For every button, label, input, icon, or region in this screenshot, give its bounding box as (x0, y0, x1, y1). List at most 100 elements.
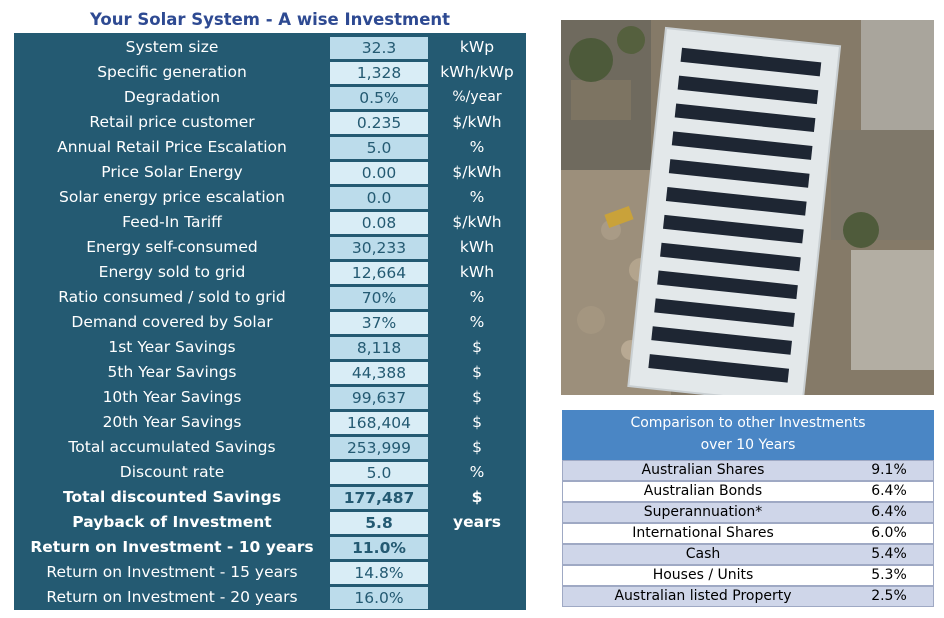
row-label: 20th Year Savings (102, 413, 242, 431)
comparison-title: Comparison to other Investments (630, 415, 866, 431)
row-value: 5.8 (330, 512, 428, 534)
row-unit (428, 560, 526, 585)
row-unit: % (469, 313, 485, 331)
aerial-photo-illustration (561, 20, 934, 395)
row-label: 10th Year Savings (102, 388, 242, 406)
row-value: 32.3 (330, 37, 428, 59)
row-label: 5th Year Savings (107, 363, 237, 381)
row-unit: kWh (459, 238, 495, 256)
row-value: 70% (330, 287, 428, 309)
row-value: 253,999 (330, 437, 428, 459)
investment-return: 6.0% (871, 525, 907, 541)
row-value: 0.5% (330, 87, 428, 109)
table-row: Payback of Investment 5.8 years (14, 510, 526, 535)
table-row: Degradation 0.5% %/year (14, 85, 526, 110)
investment-name: Australian Bonds (643, 483, 763, 499)
row-label: Feed-In Tariff (122, 213, 222, 231)
row-unit: $ (472, 388, 482, 406)
row-unit: $/kWh (452, 213, 502, 231)
comparison-row: Superannuation* 6.4% (562, 502, 934, 523)
table-row: 10th Year Savings 99,637 $ (14, 385, 526, 410)
comparison-row: Cash 5.4% (562, 544, 934, 565)
table-row: Return on Investment - 10 years 11.0% (14, 535, 526, 560)
row-label: Discount rate (119, 463, 225, 481)
investment-return: 5.3% (871, 567, 907, 583)
table-row: Feed-In Tariff 0.08 $/kWh (14, 210, 526, 235)
row-label: Specific generation (97, 63, 247, 81)
table-row: Ratio consumed / sold to grid 70%% (14, 285, 526, 310)
row-label: Return on Investment - 15 years (46, 563, 298, 581)
investment-name: Australian listed Property (614, 588, 792, 604)
row-value: 177,487 (330, 487, 428, 509)
table-row: Total discounted Savings 177,487 $ (14, 485, 526, 510)
table-row: Annual Retail Price Escalation 5.0% (14, 135, 526, 160)
comparison-row: Houses / Units 5.3% (562, 565, 934, 586)
table-row: Discount rate 5.0% (14, 460, 526, 485)
investment-return: 6.4% (871, 483, 907, 499)
row-label: Total accumulated Savings (68, 438, 276, 456)
row-label: Energy self-consumed (86, 238, 258, 256)
row-unit: kWp (459, 38, 495, 56)
row-label: Energy sold to grid (98, 263, 246, 281)
row-label: Return on Investment - 10 years (30, 538, 314, 556)
row-unit: $ (472, 413, 482, 431)
row-label: Solar energy price escalation (59, 188, 285, 206)
row-value: 12,664 (330, 262, 428, 284)
investment-return: 2.5% (871, 588, 907, 604)
row-value: 99,637 (330, 387, 428, 409)
investment-name: Houses / Units (652, 567, 754, 583)
row-value: 0.0 (330, 187, 428, 209)
table-row: Total accumulated Savings 253,999 $ (14, 435, 526, 460)
table-row: Return on Investment - 20 years 16.0% (14, 585, 526, 610)
row-value: 5.0 (330, 462, 428, 484)
investment-table: System size 32.3 kWp Specific generation 1,… (14, 33, 526, 610)
row-label: Total discounted Savings (62, 488, 282, 506)
table-row: Return on Investment - 15 years 14.8% (14, 560, 526, 585)
table-row: Energy sold to grid 12,664 kWh (14, 260, 526, 285)
row-label: Annual Retail Price Escalation (57, 138, 287, 156)
comparison-row: Australian Bonds 6.4% (562, 481, 934, 502)
comparison-row: Australian listed Property 2.5% (562, 586, 934, 607)
table-row: Retail price customer 0.235 $/kWh (14, 110, 526, 135)
row-value: 0.235 (330, 112, 428, 134)
investment-name: International Shares (632, 525, 774, 541)
row-unit (428, 535, 526, 560)
row-unit: $ (472, 338, 482, 356)
table-row: Demand covered by Solar 37%% (14, 310, 526, 335)
row-unit: years (453, 513, 501, 531)
investment-return: 9.1% (871, 462, 907, 478)
row-value: 168,404 (330, 412, 428, 434)
investment-return: 6.4% (871, 504, 907, 520)
row-unit: % (469, 463, 485, 481)
row-value: 44,388 (330, 362, 428, 384)
page-title: Your Solar System - A wise Investment (89, 10, 451, 29)
row-value: 14.8% (330, 562, 428, 584)
row-value: 11.0% (330, 537, 428, 559)
row-value: 0.00 (330, 162, 428, 184)
row-label: Price Solar Energy (101, 163, 243, 181)
row-label: Demand covered by Solar (71, 313, 273, 331)
table-row: Price Solar Energy 0.00 $/kWh (14, 160, 526, 185)
row-value: 1,328 (330, 62, 428, 84)
row-unit: $ (471, 488, 483, 506)
row-value: 37% (330, 312, 428, 334)
row-unit: % (469, 138, 485, 156)
row-unit: kWh/kWp (440, 63, 514, 81)
row-label: 1st Year Savings (108, 338, 236, 356)
row-unit: $ (472, 438, 482, 456)
table-row: Energy self-consumed 30,233 kWh (14, 235, 526, 260)
row-unit: kWh (459, 263, 495, 281)
table-row: 1st Year Savings 8,118 $ (14, 335, 526, 360)
row-value: 0.08 (330, 212, 428, 234)
investment-name: Superannuation* (643, 504, 763, 520)
comparison-header: Comparison to other Investments over 10 … (562, 410, 934, 460)
investment-return: 5.4% (871, 546, 907, 562)
row-unit: $ (472, 363, 482, 381)
investment-name: Cash (685, 546, 721, 562)
comparison-subtitle: over 10 Years (700, 437, 796, 453)
row-unit: $/kWh (452, 163, 502, 181)
table-row: 5th Year Savings 44,388 $ (14, 360, 526, 385)
row-value: 8,118 (330, 337, 428, 359)
row-value: 16.0% (330, 587, 428, 609)
row-label: Ratio consumed / sold to grid (58, 288, 286, 306)
